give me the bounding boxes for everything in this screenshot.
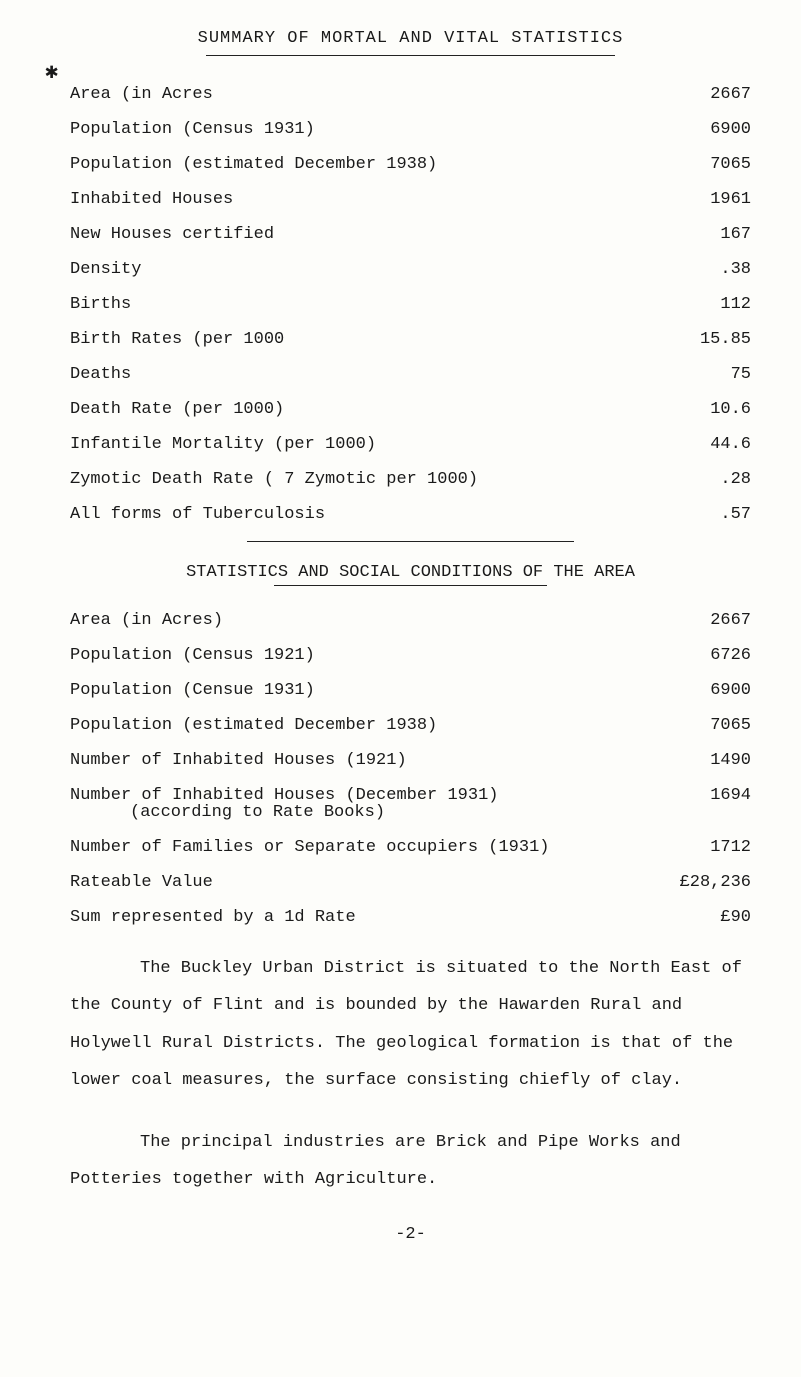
- stat-label: Births: [70, 296, 631, 313]
- body-paragraph-2: The principal industries are Brick and P…: [70, 1124, 751, 1199]
- stat-value: 2667: [631, 86, 751, 103]
- title-rule: [206, 55, 615, 56]
- stat-value: 1961: [631, 191, 751, 208]
- stat-label: Population (Censue 1931): [70, 682, 631, 699]
- stat-label-line2: (according to Rate Books): [130, 803, 385, 822]
- stat-value: 167: [631, 226, 751, 243]
- stat-label: Number of Inhabited Houses (December 193…: [70, 787, 631, 821]
- section-rule-bottom: [274, 585, 546, 586]
- page-mark: ✱: [45, 62, 58, 84]
- stat-label: All forms of Tuberculosis: [70, 506, 631, 523]
- stat-row: Number of Families or Separate occupiers…: [70, 839, 751, 856]
- stat-label: Population (Census 1931): [70, 121, 631, 138]
- stat-label: Population (estimated December 1938): [70, 717, 631, 734]
- stat-row: Area (in Acres2667: [70, 86, 751, 103]
- stat-label: Area (in Acres): [70, 612, 631, 629]
- stat-value: 1694: [631, 787, 751, 804]
- stat-row: Death Rate (per 1000)10.6: [70, 401, 751, 418]
- stat-row: Deaths75: [70, 366, 751, 383]
- stat-label: Sum represented by a 1d Rate: [70, 909, 631, 926]
- stat-value: 6900: [631, 121, 751, 138]
- stat-label: Number of Families or Separate occupiers…: [70, 839, 631, 856]
- stat-row: New Houses certified167: [70, 226, 751, 243]
- stat-value: 6726: [631, 647, 751, 664]
- stat-row: Number of Inhabited Houses (1921)1490: [70, 752, 751, 769]
- stat-label: Infantile Mortality (per 1000): [70, 436, 631, 453]
- stat-row: Inhabited Houses1961: [70, 191, 751, 208]
- stat-row: Births112: [70, 296, 751, 313]
- stat-value: 7065: [631, 156, 751, 173]
- stat-row: Sum represented by a 1d Rate£90: [70, 909, 751, 926]
- stat-row: Birth Rates (per 100015.85: [70, 331, 751, 348]
- stat-row: Population (Census 1931)6900: [70, 121, 751, 138]
- section-rule-top: [247, 541, 574, 542]
- stat-value: £28,236: [631, 874, 751, 891]
- stat-value: 6900: [631, 682, 751, 699]
- stat-value: 7065: [631, 717, 751, 734]
- stat-label: Area (in Acres: [70, 86, 631, 103]
- stat-row: Population (estimated December 1938)7065: [70, 156, 751, 173]
- stat-label: Deaths: [70, 366, 631, 383]
- stat-row: Zymotic Death Rate ( 7 Zymotic per 1000)…: [70, 471, 751, 488]
- stat-value: 112: [631, 296, 751, 313]
- body-text: The principal industries are Brick and P…: [70, 1133, 681, 1189]
- body-text: The Buckley Urban District is situated t…: [70, 959, 742, 1090]
- stat-value: £90: [631, 909, 751, 926]
- stat-row: Population (Censue 1931)6900: [70, 682, 751, 699]
- stat-label: Death Rate (per 1000): [70, 401, 631, 418]
- stat-value: .57: [631, 506, 751, 523]
- stat-label: Density: [70, 261, 631, 278]
- stat-label: Inhabited Houses: [70, 191, 631, 208]
- stat-value: 75: [631, 366, 751, 383]
- stat-row: Area (in Acres)2667: [70, 612, 751, 629]
- stat-value: 15.85: [631, 331, 751, 348]
- stat-label: Rateable Value: [70, 874, 631, 891]
- stat-label: Population (Census 1921): [70, 647, 631, 664]
- stat-label: Population (estimated December 1938): [70, 156, 631, 173]
- stat-label: Birth Rates (per 1000: [70, 331, 631, 348]
- stat-value: .38: [631, 261, 751, 278]
- stat-value: 1490: [631, 752, 751, 769]
- stat-label: Number of Inhabited Houses (1921): [70, 752, 631, 769]
- stat-row: Number of Inhabited Houses (December 193…: [70, 787, 751, 821]
- section-title: STATISTICS AND SOCIAL CONDITIONS OF THE …: [70, 564, 751, 581]
- stat-row: Rateable Value£28,236: [70, 874, 751, 891]
- page-number: -2-: [70, 1226, 751, 1243]
- stat-row: Population (estimated December 1938)7065: [70, 717, 751, 734]
- stat-value: 10.6: [631, 401, 751, 418]
- body-paragraph-1: The Buckley Urban District is situated t…: [70, 950, 751, 1100]
- stat-value: 1712: [631, 839, 751, 856]
- stat-label: Zymotic Death Rate ( 7 Zymotic per 1000): [70, 471, 631, 488]
- stat-value: 2667: [631, 612, 751, 629]
- stat-value: .28: [631, 471, 751, 488]
- stat-row: Density.38: [70, 261, 751, 278]
- stat-row: All forms of Tuberculosis.57: [70, 506, 751, 523]
- page-title: SUMMARY OF MORTAL AND VITAL STATISTICS: [70, 30, 751, 47]
- stat-row: Population (Census 1921)6726: [70, 647, 751, 664]
- stat-value: 44.6: [631, 436, 751, 453]
- stat-row: Infantile Mortality (per 1000)44.6: [70, 436, 751, 453]
- stat-label: New Houses certified: [70, 226, 631, 243]
